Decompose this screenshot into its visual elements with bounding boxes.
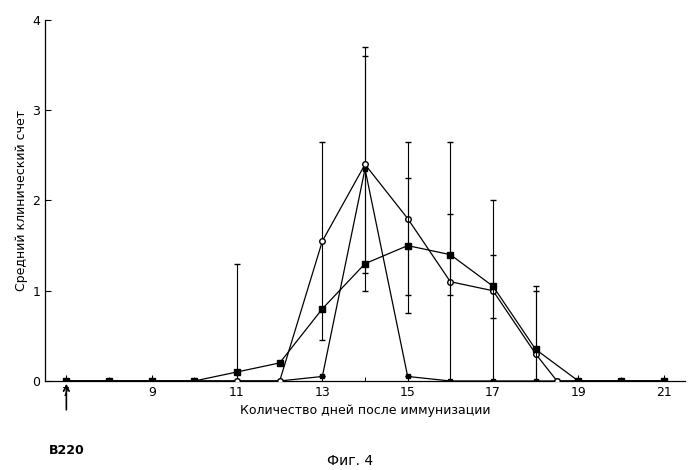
X-axis label: Количество дней после иммунизации: Количество дней после иммунизации bbox=[240, 404, 490, 417]
Y-axis label: Средний клинический счет: Средний клинический счет bbox=[15, 110, 28, 291]
Text: B220: B220 bbox=[48, 444, 84, 457]
Text: Фиг. 4: Фиг. 4 bbox=[327, 454, 373, 468]
